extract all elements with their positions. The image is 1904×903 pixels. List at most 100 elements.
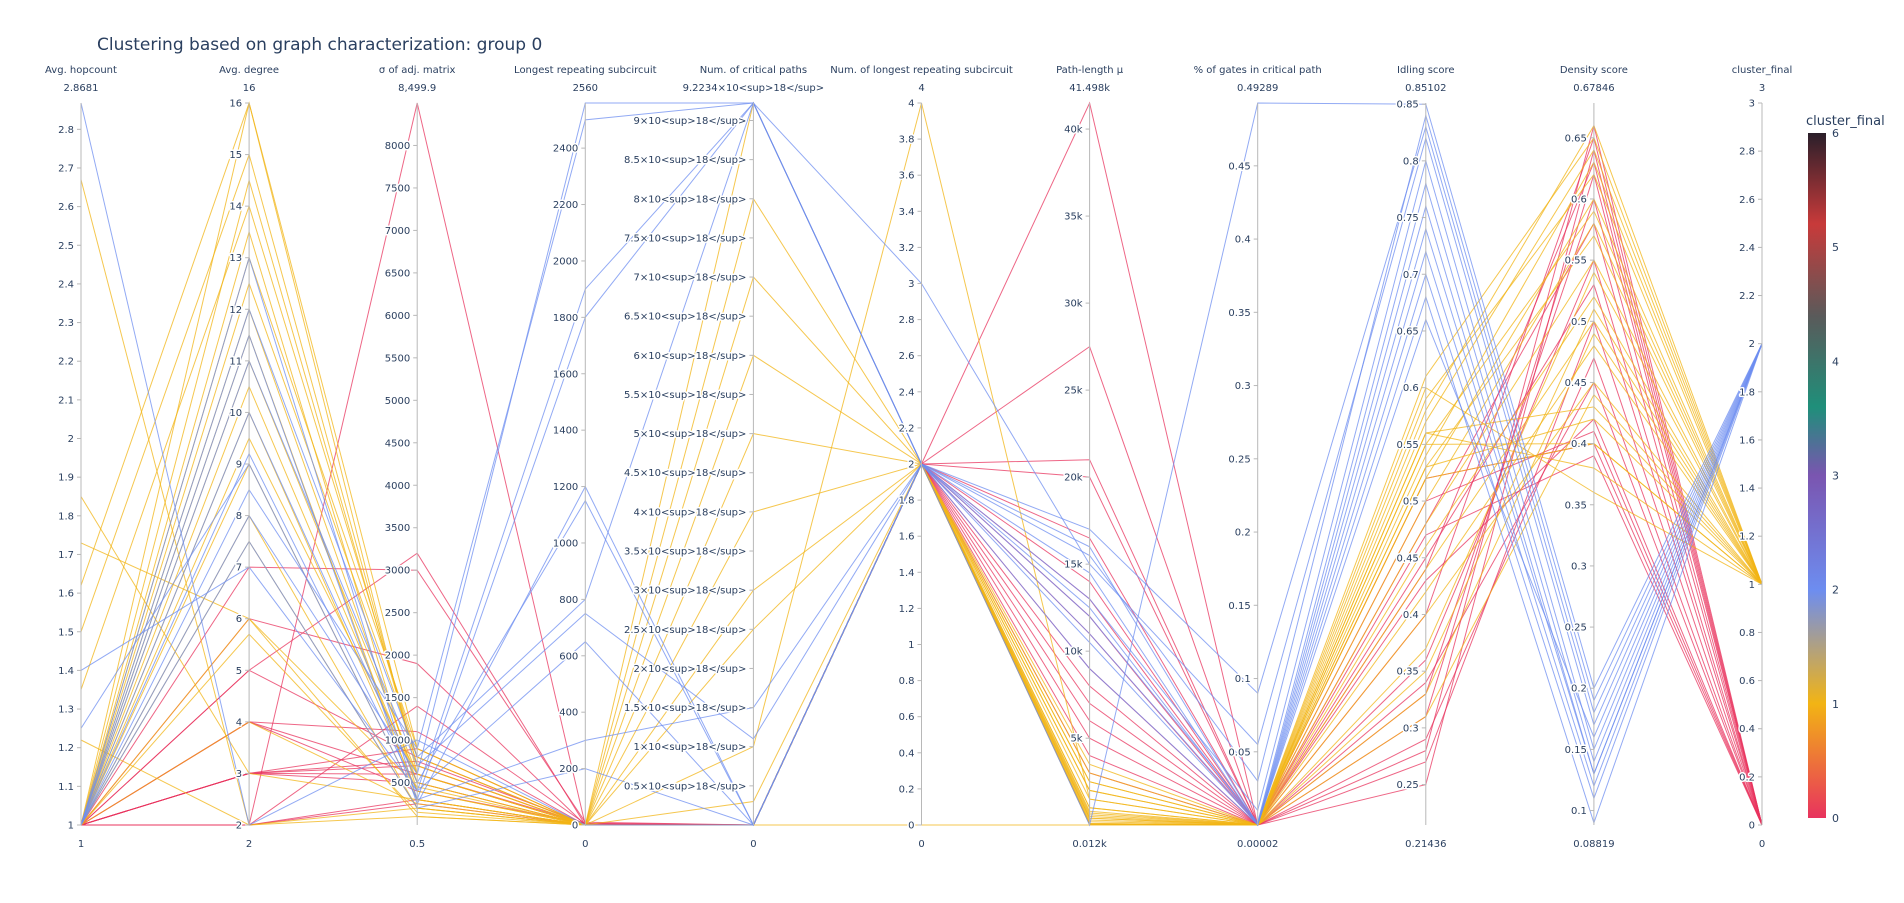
tick-label: 8 — [236, 511, 242, 522]
axis-range-min: 0.00002 — [1237, 839, 1278, 850]
tick-label: 2000 — [385, 651, 410, 662]
tick-label: 0.2 — [1571, 684, 1587, 695]
tick-label: 500 — [391, 778, 410, 789]
tick-label: 7500 — [385, 183, 410, 194]
axis-range-max: 8,499.9 — [398, 83, 436, 94]
tick-label: 13 — [229, 253, 242, 264]
tick-label: 3.8 — [899, 135, 915, 146]
tick-label: 5000 — [385, 396, 410, 407]
axis-range-min: 0.21436 — [1405, 839, 1446, 850]
tick-label: 0.15 — [1228, 601, 1250, 612]
tick-label: 0.6 — [1571, 194, 1587, 205]
tick-label: 1.5×10<sup>18</sup> — [624, 703, 746, 714]
tick-label: 0.6 — [1403, 383, 1419, 394]
tick-label: 0.2 — [1739, 772, 1755, 783]
axis[interactable]: Num. of critical paths 9.2234×10<sup>18</… — [622, 65, 824, 850]
axis[interactable]: Longest repeating subcircuit 2560 00 200 400… — [514, 65, 657, 850]
colorbar: cluster_final 0 1 2 3 4 5 6 — [1806, 114, 1885, 825]
tick-label: 30k — [1064, 299, 1083, 310]
axis[interactable]: Idling score 0.85102 0.21436 0.25 0.3 0.35 0.4… — [1395, 65, 1455, 850]
tick-label: 5k — [1070, 734, 1082, 745]
axis-range-max: 0.67846 — [1573, 83, 1614, 94]
tick-label: 0.3 — [1235, 381, 1251, 392]
tick-label: 2.6 — [899, 351, 915, 362]
colorbar-tick-label: 4 — [1832, 355, 1839, 368]
tick-label: 2 — [68, 434, 74, 445]
axis-title[interactable]: Longest repeating subcircuit — [514, 65, 657, 76]
tick-label: 1.2 — [58, 743, 74, 754]
tick-label: 35k — [1064, 212, 1083, 223]
colorbar-tick-label: 1 — [1832, 698, 1839, 711]
axis[interactable]: Path-length μ 41.498k 0.012k 5k 10k 15k 20k 25k… — [1056, 65, 1124, 850]
axis-title[interactable]: cluster_final — [1732, 65, 1793, 76]
tick-label: 14 — [229, 202, 242, 213]
tick-label: 2.4 — [899, 387, 915, 398]
tick-label: 0.4 — [1235, 235, 1251, 246]
axis[interactable]: Avg. hopcount 2.8681 11 1.1 1.2 1.3 1.4 1.5 1.6 1… — [45, 65, 117, 850]
axis-range-min: 0 — [582, 839, 588, 850]
tick-label: 1.6 — [58, 589, 74, 600]
axis[interactable]: Num. of longest repeating subcircuit 4 00 0… — [830, 65, 1013, 850]
tick-label: 0.65 — [1397, 326, 1419, 337]
tick-label: 7000 — [385, 226, 410, 237]
tick-label: 3 — [236, 769, 242, 780]
axis-title[interactable]: Num. of critical paths — [700, 65, 807, 76]
tick-label: 0.1 — [1235, 674, 1251, 685]
tick-label: 1.9 — [58, 473, 74, 484]
axis[interactable]: % of gates in critical path 0.49289 0.0000… — [1194, 65, 1322, 850]
axis-title[interactable]: Density score — [1560, 65, 1628, 76]
axis-range-min: 0.5 — [409, 839, 425, 850]
tick-label: 5×10<sup>18</sup> — [634, 429, 747, 440]
tick-label: 1.4 — [1739, 484, 1755, 495]
tick-label: 11 — [229, 356, 242, 367]
tick-label: 2.6 — [58, 202, 74, 213]
tick-label: 2200 — [553, 200, 578, 211]
tick-label: 10 — [229, 408, 242, 419]
tick-label: 2 — [236, 821, 242, 832]
colorbar-tick-label: 2 — [1832, 584, 1839, 597]
tick-label: 1600 — [553, 369, 578, 380]
tick-label: 6500 — [385, 268, 410, 279]
axis-title[interactable]: % of gates in critical path — [1194, 65, 1322, 76]
axis-title[interactable]: σ of adj. matrix — [379, 65, 456, 76]
tick-label: 4500 — [385, 438, 410, 449]
tick-label: 9 — [236, 460, 242, 471]
colorbar-tick-label: 3 — [1832, 470, 1839, 483]
tick-label: 0.4 — [1739, 724, 1755, 735]
axis[interactable]: σ of adj. matrix 8,499.9 0.5 500 1000 1500 200… — [379, 65, 456, 850]
tick-label: 7×10<sup>18</sup> — [634, 273, 747, 284]
tick-label: 1×10<sup>18</sup> — [634, 742, 747, 753]
axis-title[interactable]: Avg. degree — [219, 65, 279, 76]
tick-label: 0.45 — [1397, 553, 1419, 564]
tick-label: 0.65 — [1565, 133, 1587, 144]
tick-label: 8000 — [385, 141, 410, 152]
axis-title[interactable]: Num. of longest repeating subcircuit — [830, 65, 1013, 76]
axis-range-max: 3 — [1759, 83, 1765, 94]
chart-title: Clustering based on graph characterizati… — [97, 35, 542, 55]
tick-label: 1.3 — [58, 705, 74, 716]
tick-label: 0.55 — [1397, 440, 1419, 451]
axis-title[interactable]: Avg. hopcount — [45, 65, 117, 76]
axis-title[interactable]: Path-length μ — [1056, 65, 1124, 76]
axis-range-max: 4 — [918, 83, 924, 94]
tick-label: 0.3 — [1403, 723, 1419, 734]
axis[interactable]: Avg. degree 16 22 3 4 5 6 7 8 9 10 11 12 13 14 15 16 — [219, 65, 279, 850]
tick-label: 1 — [68, 821, 74, 832]
axis-range-min: 0 — [1759, 839, 1765, 850]
tick-label: 25k — [1064, 386, 1083, 397]
colorbar-title: cluster_final — [1806, 114, 1885, 129]
tick-label: 2.2 — [899, 423, 915, 434]
tick-label: 0.8 — [1403, 156, 1419, 167]
axis[interactable]: cluster_final 3 00 0.2 0.4 0.6 0.8 1 1.2 1.4 1.6 1.… — [1732, 65, 1793, 850]
axis-title[interactable]: Idling score — [1397, 65, 1455, 76]
tick-label: 1800 — [553, 313, 578, 324]
tick-label: 0.2 — [899, 784, 915, 795]
tick-label: 5500 — [385, 353, 410, 364]
tick-label: 6 — [236, 614, 242, 625]
tick-label: 2 — [1749, 339, 1755, 350]
tick-label: 0.2 — [1235, 528, 1251, 539]
axis[interactable]: Density score 0.67846 0.08819 0.1 0.15 0.2 0.2… — [1560, 65, 1628, 850]
tick-label: 0.25 — [1565, 623, 1587, 634]
tick-label: 3 — [908, 279, 914, 290]
tick-label: 0.5 — [1403, 497, 1419, 508]
